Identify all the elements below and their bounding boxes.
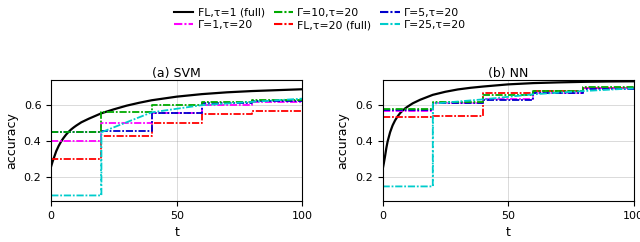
Legend: FL,τ=1 (full), Γ=1,τ=20, Γ=10,τ=20, FL,τ=20 (full), Γ=5,τ=20, Γ=25,τ=20: FL,τ=1 (full), Γ=1,τ=20, Γ=10,τ=20, FL,τ… [172,5,468,32]
X-axis label: t: t [174,226,179,239]
Y-axis label: accuracy: accuracy [5,112,18,169]
X-axis label: t: t [506,226,511,239]
Y-axis label: accuracy: accuracy [337,112,349,169]
Title: (b) NN: (b) NN [488,67,528,80]
Title: (a) SVM: (a) SVM [152,67,201,80]
